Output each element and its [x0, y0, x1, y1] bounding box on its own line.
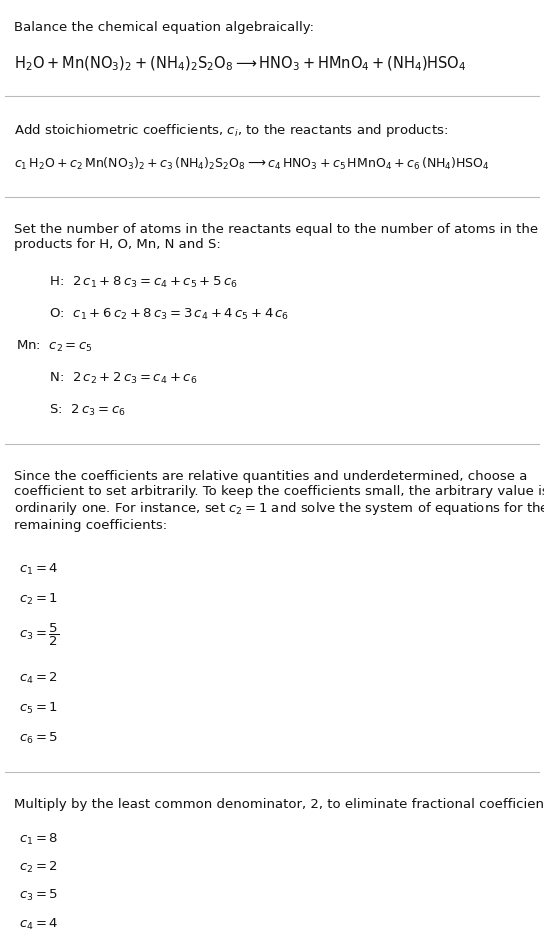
Text: $\rm H_2O + Mn(NO_3)_2 + (NH_4)_2S_2O_8 \longrightarrow HNO_3 + HMnO_4 + (NH_4)H: $\rm H_2O + Mn(NO_3)_2 + (NH_4)_2S_2O_8 …: [14, 54, 466, 73]
Text: $c_4 = 2$: $c_4 = 2$: [19, 671, 58, 686]
Text: $c_1\, \rm H_2O + \mathit{c}_2\, Mn(NO_3)_2 + \mathit{c}_3\, (NH_4)_2S_2O_8 \lon: $c_1\, \rm H_2O + \mathit{c}_2\, Mn(NO_3…: [14, 156, 489, 172]
Text: Mn:  $c_2 = c_5$: Mn: $c_2 = c_5$: [16, 339, 93, 354]
Text: $c_6 = 5$: $c_6 = 5$: [19, 731, 58, 746]
Text: O:  $c_1 + 6\,c_2 + 8\,c_3 = 3\,c_4 + 4\,c_5 + 4\,c_6$: O: $c_1 + 6\,c_2 + 8\,c_3 = 3\,c_4 + 4\,…: [41, 307, 289, 322]
Text: Since the coefficients are relative quantities and underdetermined, choose a
coe: Since the coefficients are relative quan…: [14, 470, 544, 533]
Text: $c_2 = 1$: $c_2 = 1$: [19, 592, 58, 607]
Text: H:  $2\,c_1 + 8\,c_3 = c_4 + c_5 + 5\,c_6$: H: $2\,c_1 + 8\,c_3 = c_4 + c_5 + 5\,c_6…: [41, 275, 238, 290]
Text: Add stoichiometric coefficients, $c_i$, to the reactants and products:: Add stoichiometric coefficients, $c_i$, …: [14, 122, 448, 139]
Text: $c_3 = 5$: $c_3 = 5$: [19, 888, 58, 903]
Text: S:  $2\,c_3 = c_6$: S: $2\,c_3 = c_6$: [41, 402, 126, 417]
Text: $c_2 = 2$: $c_2 = 2$: [19, 860, 58, 875]
Text: $c_5 = 1$: $c_5 = 1$: [19, 701, 58, 716]
Text: $c_4 = 4$: $c_4 = 4$: [19, 916, 59, 931]
Text: N:  $2\,c_2 + 2\,c_3 = c_4 + c_6$: N: $2\,c_2 + 2\,c_3 = c_4 + c_6$: [41, 371, 197, 386]
Text: $c_3 = \dfrac{5}{2}$: $c_3 = \dfrac{5}{2}$: [19, 622, 59, 648]
Text: Balance the chemical equation algebraically:: Balance the chemical equation algebraica…: [14, 21, 313, 34]
Text: $c_1 = 8$: $c_1 = 8$: [19, 832, 58, 847]
Text: Multiply by the least common denominator, 2, to eliminate fractional coefficient: Multiply by the least common denominator…: [14, 798, 544, 811]
Text: Set the number of atoms in the reactants equal to the number of atoms in the
pro: Set the number of atoms in the reactants…: [14, 223, 537, 251]
Text: $c_1 = 4$: $c_1 = 4$: [19, 562, 59, 577]
